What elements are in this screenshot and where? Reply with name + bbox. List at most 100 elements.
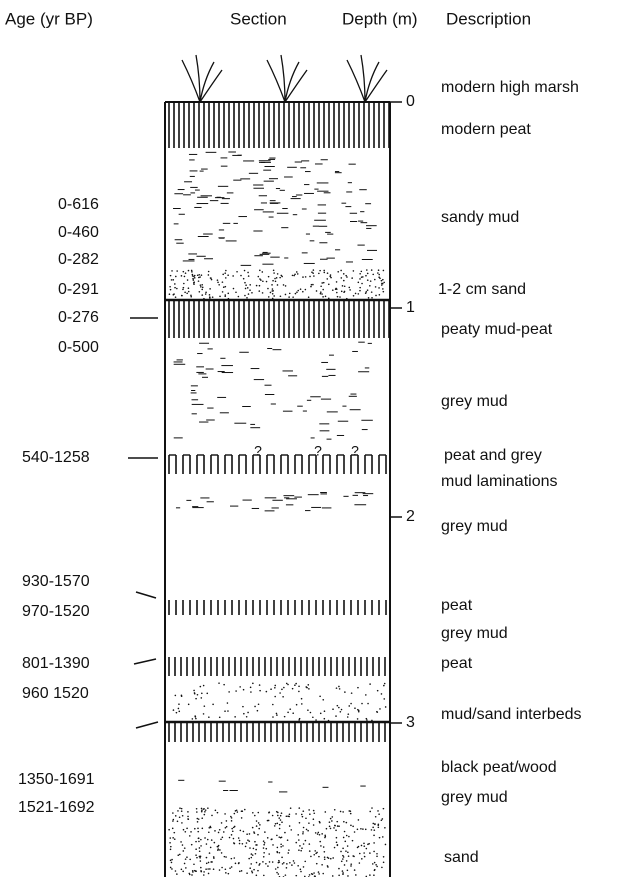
sand-dot [349, 289, 351, 291]
sand-dot [382, 269, 385, 272]
sand-dot [365, 274, 367, 277]
uncertain-mark: ? [314, 443, 322, 459]
sand-dot [174, 283, 176, 285]
sand-dot [195, 848, 197, 850]
sand-dot [208, 716, 210, 718]
sand-dot [333, 808, 336, 811]
sand-dot [352, 270, 355, 272]
sand-dot [263, 841, 266, 844]
sand-dot [323, 851, 326, 853]
sand-dot [298, 807, 301, 809]
sand-dot [363, 852, 365, 854]
sand-dot [261, 292, 264, 294]
sand-dot [236, 811, 239, 813]
sand-dot [273, 272, 275, 274]
sand-dot [222, 286, 225, 288]
sand-dot [345, 821, 348, 824]
sand-dot [288, 813, 291, 816]
sand-dot [314, 832, 317, 834]
sand-dot [329, 275, 331, 278]
sand-dot [196, 811, 198, 813]
sand-dot [354, 707, 356, 710]
sand-dot [191, 718, 194, 720]
sand-dot [201, 827, 204, 830]
sand-dot [302, 290, 304, 293]
age-label: 960 1520 [22, 685, 89, 702]
sand-dot [276, 834, 278, 837]
sand-dot [246, 872, 248, 874]
sand-dot [265, 847, 268, 850]
sand-dot [376, 865, 378, 868]
sand-dot [278, 827, 281, 830]
sand-dot [176, 873, 178, 875]
sand-dot [211, 296, 214, 298]
sand-dot [266, 837, 269, 839]
sand-dot [384, 826, 386, 829]
sand-dot [315, 290, 318, 292]
description-label: modern peat [441, 121, 531, 138]
sand-dot [178, 816, 181, 819]
sand-dot [292, 860, 295, 862]
sand-dot [312, 716, 314, 719]
section-column [164, 54, 391, 877]
sand-dot [375, 863, 377, 866]
sand-dot [169, 859, 172, 862]
sand-dot [324, 834, 326, 837]
sand-dot [244, 287, 247, 290]
sand-dot [324, 811, 327, 813]
sand-dot [333, 827, 335, 829]
sand-dot [186, 827, 188, 830]
sand-dot [257, 275, 260, 278]
sand-dot [248, 840, 251, 842]
sand-dot [204, 809, 207, 811]
sand-dot [313, 812, 316, 815]
sand-dot [225, 825, 228, 828]
sand-dot [320, 291, 322, 293]
sand-dot [265, 862, 267, 865]
sand-dot [205, 291, 207, 294]
sand-dot [328, 825, 331, 828]
sand-dot [187, 811, 189, 813]
sand-dot [264, 831, 266, 833]
sand-dot [297, 834, 300, 836]
sand-dot [265, 280, 268, 283]
sand-dot [273, 825, 276, 827]
sand-dot [300, 813, 303, 816]
sand-dot [178, 853, 181, 856]
sand-dot [254, 705, 256, 708]
sand-dot [366, 719, 368, 721]
sand-dot [190, 295, 193, 298]
sand-dot [320, 845, 322, 847]
sand-dot [193, 863, 195, 866]
sand-dot [227, 297, 230, 300]
sand-dot [375, 294, 377, 297]
sand-dot [342, 858, 344, 860]
sand-dot [284, 285, 287, 287]
sand-dot [208, 831, 210, 834]
sand-dot [342, 273, 345, 275]
sand-dot [255, 825, 258, 827]
sand-dot [312, 269, 315, 271]
sand-dot [350, 865, 352, 867]
sand-dot [218, 682, 220, 684]
sand-dot [380, 284, 383, 286]
sand-dot [270, 838, 273, 841]
sand-dot [378, 287, 380, 289]
sand-dot [266, 819, 269, 822]
uncertain-mark: ? [254, 443, 262, 459]
sand-dot [294, 292, 297, 295]
sand-dot [212, 868, 215, 871]
sand-dot [207, 872, 210, 875]
sand-dot [288, 296, 290, 298]
sand-dot [199, 860, 202, 862]
sand-dot [371, 719, 373, 722]
sand-dot [298, 719, 300, 721]
sand-dot [198, 855, 201, 858]
sand-dot [243, 712, 245, 715]
sand-dot [208, 294, 211, 296]
sand-dot [302, 810, 305, 812]
sand-dot [220, 838, 222, 841]
sand-dot [176, 287, 178, 290]
sand-dot [203, 808, 205, 810]
sand-dot [355, 874, 357, 876]
